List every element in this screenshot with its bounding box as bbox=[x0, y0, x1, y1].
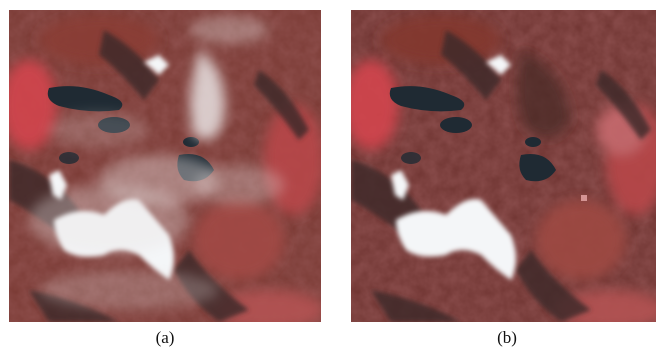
satellite-image-b bbox=[351, 10, 656, 322]
caption-a: (a) bbox=[155, 328, 175, 347]
caption-b: (b) bbox=[497, 328, 517, 347]
image-panel-b bbox=[351, 10, 656, 322]
satellite-image-a bbox=[9, 10, 321, 322]
image-panel-a bbox=[9, 10, 321, 322]
